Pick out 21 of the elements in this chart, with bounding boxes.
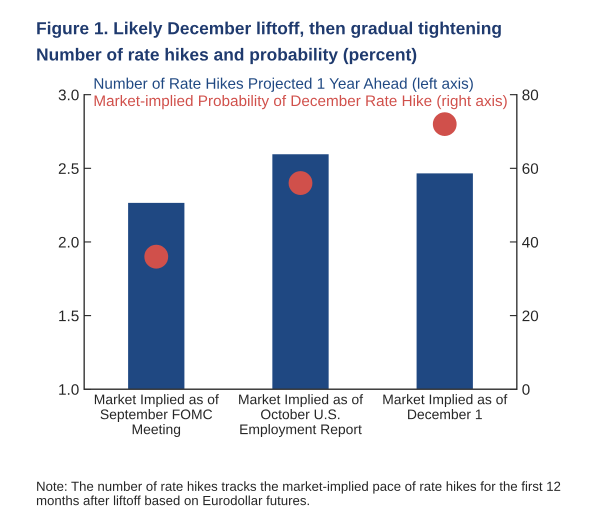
y-tick-label: 1.5 xyxy=(59,310,79,322)
text: Market-implied Probability of December Rate Hike (right axis) xyxy=(94,94,507,110)
chart-subtitle: Number of rate hikes and probability (percent) xyxy=(37,48,416,64)
text: Note: The number of rate hikes tracks the market-implied pace of rate hikes for the first 12 months after liftoff based on Eurodollar futures. xyxy=(36,481,560,506)
y2-tick-label: 20 xyxy=(522,310,538,322)
y2-tick-label: 60 xyxy=(522,163,538,174)
chart-title: Figure 1. Likely December liftoff, then gradual tightening xyxy=(37,22,501,38)
y2-tick-label: 40 xyxy=(522,236,538,248)
text: Number of Rate Hikes Projected 1 Year Ahead (left axis) xyxy=(94,78,473,92)
y-tick-label: 2.0 xyxy=(58,236,79,248)
x-tick-label: Market Implied as of October U.S. Employment Report xyxy=(239,394,364,437)
point xyxy=(432,112,457,136)
x-tick-label: Market Implied as of December 1 xyxy=(383,394,508,420)
y2-tick-label: 80 xyxy=(522,90,538,100)
x-tick-label: Market Implied as of September FOMC Meeting xyxy=(94,394,219,437)
y-tick-label: 1.0 xyxy=(59,384,79,395)
point xyxy=(144,244,168,269)
y2-tick-label: 0 xyxy=(522,384,530,395)
y-tick-label: 3.0 xyxy=(58,90,79,100)
y-tick-label: 2.5 xyxy=(58,163,79,174)
point xyxy=(288,171,312,195)
